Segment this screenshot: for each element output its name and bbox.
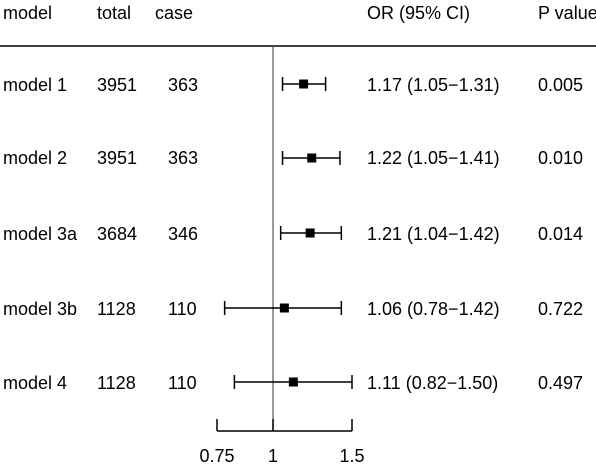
case-value: 346 (168, 224, 198, 244)
model-label: model 3a (3, 224, 78, 244)
table-row: model 3a 3684 346 1.21 (1.04−1.42) 0.014 (3, 224, 583, 244)
model-label: model 1 (3, 75, 67, 95)
or-ci-value: 1.17 (1.05−1.31) (367, 75, 500, 95)
table-row: model 1 3951 363 1.17 (1.05−1.31) 0.005 (3, 75, 583, 95)
case-value: 110 (168, 299, 197, 319)
total-value: 1128 (97, 299, 136, 319)
ci-marks (223, 77, 353, 389)
x-tick-label: 1.5 (339, 446, 364, 466)
or-ci-value: 1.21 (1.04−1.42) (367, 224, 500, 244)
point-estimate (279, 303, 289, 313)
header-model: model (3, 3, 52, 23)
x-axis: 0.75 1 1.5 (199, 419, 365, 466)
p-value: 0.722 (538, 299, 583, 319)
p-value: 0.014 (538, 224, 583, 244)
model-label: model 2 (3, 148, 67, 168)
total-value: 3951 (97, 148, 137, 168)
header-total: total (97, 3, 131, 23)
case-value: 363 (168, 148, 198, 168)
total-value: 3951 (97, 75, 137, 95)
header-case: case (155, 3, 193, 23)
table-row: model 4 1128 110 1.11 (0.82−1.50) 0.497 (3, 373, 583, 393)
or-ci-value: 1.22 (1.05−1.41) (367, 148, 500, 168)
table-row: model 3b 1128 110 1.06 (0.78−1.42) 0.722 (3, 299, 583, 319)
header-p-value: P value (538, 3, 596, 23)
point-estimate (305, 228, 315, 238)
model-label: model 4 (3, 373, 67, 393)
total-value: 1128 (97, 373, 136, 393)
header-row: model total case OR (95% CI) P value (3, 3, 596, 23)
p-value: 0.005 (538, 75, 583, 95)
or-ci-value: 1.11 (0.82−1.50) (367, 373, 498, 393)
p-value: 0.497 (538, 373, 583, 393)
x-tick-label: 1 (268, 446, 278, 466)
table-row: model 2 3951 363 1.22 (1.05−1.41) 0.010 (3, 148, 583, 168)
or-ci-value: 1.06 (0.78−1.42) (367, 299, 500, 319)
p-value: 0.010 (538, 148, 583, 168)
case-value: 110 (168, 373, 197, 393)
case-value: 363 (168, 75, 198, 95)
model-label: model 3b (3, 299, 77, 319)
header-or-ci: OR (95% CI) (367, 3, 470, 23)
point-estimate (288, 377, 298, 387)
total-value: 3684 (97, 224, 137, 244)
x-tick-label: 0.75 (199, 446, 234, 466)
point-estimate (307, 153, 317, 163)
point-estimate (299, 79, 309, 89)
